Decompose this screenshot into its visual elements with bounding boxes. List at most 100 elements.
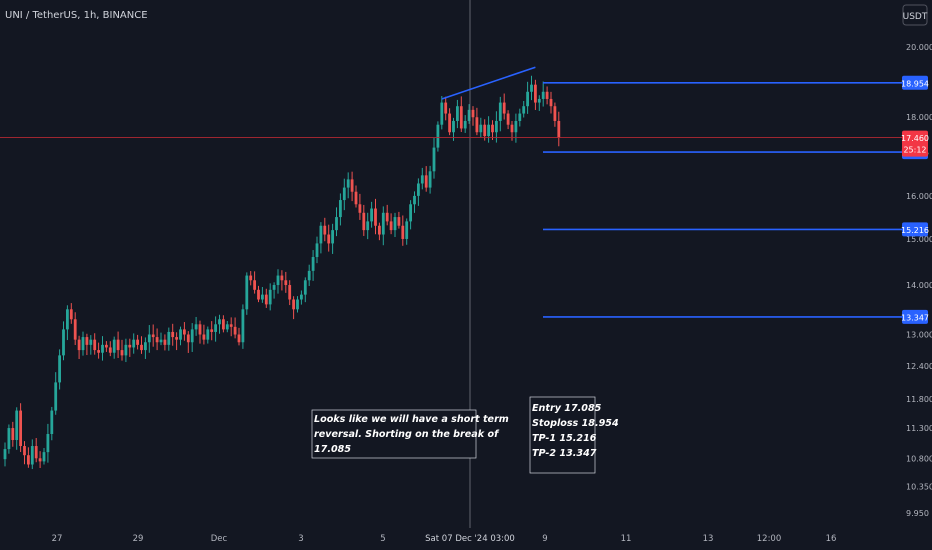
candle-body [179,329,182,340]
candle [93,333,97,355]
candle [89,335,93,355]
candle-body [171,331,175,338]
candle-body [307,270,311,281]
candle [424,166,428,192]
x-tick-label: 27 [52,534,63,544]
candle [311,250,315,281]
crosshair-time-label-bg [434,528,506,546]
candle-body [101,344,104,353]
candle [202,324,206,345]
candle-body [257,289,260,300]
crosshair-time-label: Sat 07 Dec '24 03:00 [425,528,515,546]
candle [405,218,409,245]
time-axis[interactable]: 27 29 Dec 3 5 9 11 13 12:00 16 [52,534,837,544]
x-tick-label: 3 [298,534,303,544]
candle [34,438,38,463]
candle [101,336,104,361]
candle [389,213,393,235]
candle-body [378,225,381,235]
candle-body [210,329,214,332]
candle-body [339,200,342,218]
y-tick-label: 20.000 [906,43,932,52]
candle [498,96,502,132]
current-price-countdown: 25:12 [903,146,926,155]
level-label-tp2: 13.347 [901,313,929,322]
candle-body [487,124,490,137]
price-axis[interactable]: 20.000 18.000 16.000 15.000 14.000 13.000 12.4… [906,43,932,518]
candle-body [132,339,136,348]
overlay-lines [0,0,902,528]
x-tick-label: 16 [826,534,837,544]
candle [210,321,214,341]
candle-body [202,334,206,340]
candle-body [315,243,319,258]
candle [237,327,241,346]
candle-body [389,221,393,231]
candle [175,332,178,351]
candle [385,204,389,226]
x-tick-label: 12:00 [757,534,782,544]
candle-body [510,124,514,133]
candle [140,336,143,354]
candle-body [264,294,268,305]
candle [268,283,272,311]
candle-body [155,337,159,343]
candle [366,212,370,240]
candle-body [66,309,69,330]
candle-body [444,102,448,114]
level-label-bg-tp2 [902,309,928,324]
candle-body [292,299,295,310]
candle [194,316,198,336]
candle [23,441,26,465]
symbol-title[interactable]: UNI / TetherUS, 1h, BINANCE [5,10,148,21]
candle-body [346,179,350,188]
candle-body [319,225,323,244]
candle-body [362,212,366,231]
candle [62,321,65,361]
candle-body [475,117,479,133]
candle-body [93,339,97,351]
candle-body [151,334,155,338]
candle-body [46,434,50,453]
candle-body [506,113,510,125]
candle [276,269,280,294]
candle [397,211,401,229]
candle-body [463,120,467,129]
currency-badge[interactable] [902,4,928,26]
candle [19,403,22,453]
candle-body [397,217,401,226]
candle [272,282,276,299]
candle [432,137,436,179]
y-tick-label: 13.000 [906,331,932,340]
candle [307,264,311,286]
y-tick-label: 18.000 [906,113,932,122]
candle [401,215,405,246]
candle [339,193,342,226]
candle-body [73,319,77,340]
candle [303,277,307,303]
candle-body [253,280,256,290]
candle [530,75,533,101]
candle-body [190,329,194,343]
candle-body [428,171,432,188]
candle-body [366,221,370,231]
trendline[interactable] [441,66,536,100]
candle [315,236,319,264]
candle [319,222,323,254]
level-label-tp1: 15.216 [901,226,929,235]
candle [436,121,440,152]
candle-body [526,91,529,107]
candle [245,272,249,315]
candle [54,372,58,415]
annotation-commentary[interactable]: Looks like we will have a short term rev… [311,409,509,459]
candle [147,325,151,353]
candle-body [136,339,139,345]
candle [479,117,483,138]
candle [471,106,475,126]
candle-body [116,339,120,351]
level-label-bg-tp1 [902,222,928,237]
annotation-trade-plan[interactable]: Entry 17.085 Stoploss 18.954 TP-1 15.216… [529,396,619,474]
candle [171,323,175,346]
